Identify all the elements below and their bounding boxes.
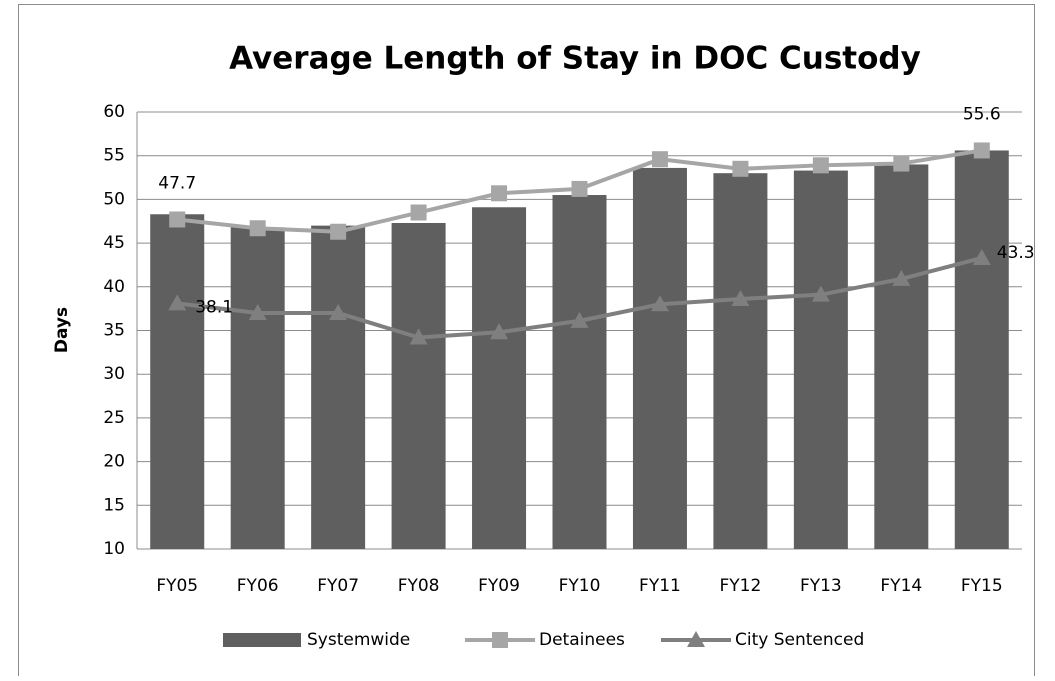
- chart-title: Average Length of Stay in DOC Custody: [229, 41, 921, 77]
- x-tick-label: FY14: [880, 576, 922, 596]
- line-marker: [972, 248, 991, 265]
- svg-clip-guard: [1034, 0, 1055, 676]
- data-label: 47.7: [158, 174, 196, 194]
- x-tick-label: FY12: [720, 576, 762, 596]
- y-axis-label: Days: [52, 307, 72, 353]
- line-marker: [249, 220, 266, 237]
- bar: [472, 207, 527, 550]
- y-tick-label: 60: [103, 102, 125, 122]
- bar: [632, 167, 687, 549]
- bar: [391, 222, 446, 550]
- legend-label: Systemwide: [307, 630, 410, 650]
- bar: [954, 150, 1009, 549]
- x-tick-label: FY08: [398, 576, 440, 596]
- legend-label: Detainees: [539, 630, 625, 650]
- y-tick-label: 25: [103, 408, 125, 428]
- x-tick-label: FY09: [478, 576, 520, 596]
- line-marker: [732, 160, 749, 177]
- line-marker: [329, 304, 348, 321]
- line-marker: [169, 211, 186, 228]
- legend-marker: [492, 632, 508, 648]
- bar: [311, 225, 366, 549]
- y-tick-label: 45: [103, 233, 125, 253]
- line-marker: [651, 151, 668, 168]
- x-tick-label: FY15: [961, 576, 1003, 596]
- line-marker: [168, 294, 187, 311]
- x-tick-label: FY13: [800, 576, 842, 596]
- x-tick-label: FY07: [317, 576, 359, 596]
- line-marker: [491, 185, 508, 202]
- data-label: 43.3: [997, 243, 1035, 263]
- line-marker: [892, 269, 911, 286]
- line-marker: [330, 223, 347, 240]
- bar: [552, 195, 607, 549]
- bar: [230, 227, 285, 550]
- line-marker: [812, 157, 829, 174]
- line-marker: [893, 155, 910, 172]
- bar: [874, 164, 929, 549]
- data-label: 38.1: [195, 297, 233, 317]
- legend-label: City Sentenced: [735, 630, 864, 650]
- x-tick-label: FY06: [237, 576, 279, 596]
- bar: [793, 170, 848, 550]
- line-marker: [570, 311, 589, 328]
- line-marker: [731, 290, 750, 307]
- y-tick-label: 50: [103, 189, 125, 209]
- data-label: 55.6: [963, 104, 1001, 124]
- y-tick-label: 10: [103, 539, 125, 559]
- line-marker: [409, 328, 428, 345]
- legend-swatch: [223, 633, 301, 647]
- y-tick-label: 30: [103, 364, 125, 384]
- line-marker: [571, 180, 588, 197]
- line-marker: [811, 285, 830, 302]
- x-tick-label: FY11: [639, 576, 681, 596]
- legend-marker: [687, 631, 705, 647]
- bar: [713, 173, 768, 549]
- y-tick-label: 35: [103, 321, 125, 341]
- y-tick-label: 55: [103, 146, 125, 166]
- line-marker: [490, 323, 509, 340]
- x-tick-label: FY10: [559, 576, 601, 596]
- y-tick-label: 15: [103, 495, 125, 515]
- line-marker: [410, 204, 427, 221]
- line-marker: [973, 142, 990, 159]
- y-tick-label: 40: [103, 277, 125, 297]
- line-marker: [248, 304, 267, 321]
- line-marker: [650, 295, 669, 312]
- y-tick-label: 20: [103, 452, 125, 472]
- x-tick-label: FY05: [156, 576, 198, 596]
- bar: [150, 214, 205, 549]
